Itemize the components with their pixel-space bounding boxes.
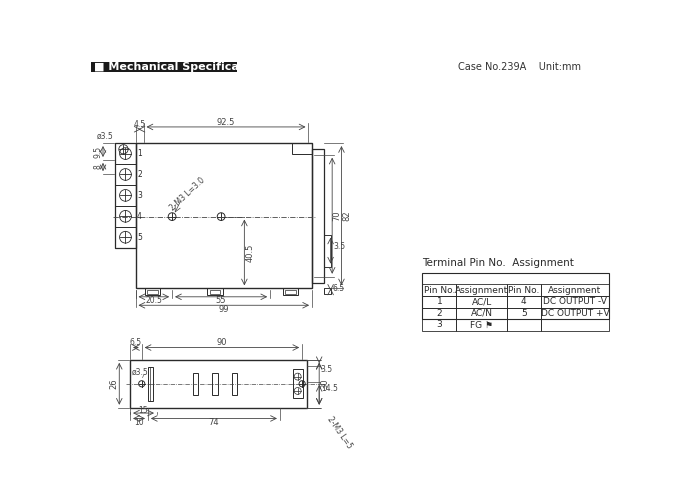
Bar [116, 143, 136, 248]
Bar [207, 288, 223, 295]
Bar [209, 290, 220, 294]
Bar [116, 164, 136, 185]
Bar [507, 319, 541, 331]
Text: 26: 26 [109, 378, 118, 389]
Bar [283, 288, 298, 295]
Bar [232, 373, 237, 395]
Bar [136, 143, 312, 288]
Text: 99: 99 [218, 305, 229, 315]
Text: 14.5: 14.5 [321, 384, 337, 393]
Text: 92.5: 92.5 [217, 118, 235, 127]
Text: 1: 1 [137, 149, 142, 158]
Text: 9.5: 9.5 [94, 146, 103, 158]
Bar [116, 185, 136, 206]
Text: 40.5: 40.5 [246, 243, 255, 261]
Text: 90: 90 [217, 338, 228, 347]
Bar [312, 149, 324, 282]
Bar [507, 308, 541, 319]
Bar [293, 369, 302, 398]
Text: DC OUTPUT +V: DC OUTPUT +V [540, 309, 609, 318]
Bar [116, 227, 136, 248]
Bar [456, 308, 507, 319]
Bar [147, 290, 158, 294]
Text: AC/N: AC/N [470, 309, 493, 318]
Text: 3: 3 [137, 191, 142, 200]
Text: 10: 10 [134, 418, 144, 427]
Text: 4: 4 [137, 212, 142, 221]
Bar [541, 284, 609, 296]
Text: 6.5: 6.5 [130, 338, 142, 347]
Text: Terminal Pin No.  Assignment: Terminal Pin No. Assignment [422, 257, 574, 267]
Text: 2-M3 L=3.0: 2-M3 L=3.0 [168, 176, 206, 213]
Text: Assignment: Assignment [548, 286, 601, 295]
Bar [541, 308, 609, 319]
Text: 74: 74 [209, 418, 219, 427]
Text: 8: 8 [94, 165, 103, 169]
Bar [285, 290, 295, 294]
Text: 5: 5 [137, 233, 142, 242]
Bar [130, 360, 307, 408]
Text: 70: 70 [332, 210, 342, 221]
Bar [324, 235, 330, 266]
Text: AC/L: AC/L [472, 297, 491, 306]
Text: ø3.5: ø3.5 [132, 368, 148, 377]
Text: FG ⚑: FG ⚑ [470, 321, 493, 330]
Text: 2: 2 [137, 170, 142, 179]
Bar [193, 373, 198, 395]
Text: 3.5: 3.5 [333, 242, 345, 251]
Text: 2-M3 L=5: 2-M3 L=5 [326, 415, 354, 451]
Text: ■ Mechanical Specification: ■ Mechanical Specification [94, 62, 263, 72]
Text: DC OUTPUT -V: DC OUTPUT -V [543, 297, 607, 306]
Bar [541, 296, 609, 308]
Text: 15: 15 [139, 406, 148, 415]
Text: 82: 82 [342, 210, 351, 221]
Text: Pin No.: Pin No. [424, 286, 455, 295]
Bar [422, 296, 456, 308]
Text: 3: 3 [437, 321, 442, 330]
Text: ø3.5: ø3.5 [97, 132, 114, 141]
Text: Assignment: Assignment [455, 286, 508, 295]
Text: Pin No.: Pin No. [508, 286, 540, 295]
Bar [292, 143, 312, 154]
Bar [324, 288, 330, 294]
Bar [116, 206, 136, 227]
Text: 20.5: 20.5 [146, 296, 162, 305]
Text: 5: 5 [521, 309, 526, 318]
Bar [422, 308, 456, 319]
Bar [541, 319, 609, 331]
Bar [507, 296, 541, 308]
Text: Case No.239A    Unit:mm: Case No.239A Unit:mm [458, 62, 581, 72]
Text: 55: 55 [216, 296, 226, 305]
Bar [148, 367, 153, 401]
Text: 3.5: 3.5 [321, 365, 333, 374]
Text: 1: 1 [437, 297, 442, 306]
Bar [507, 284, 541, 296]
Bar [116, 143, 136, 164]
Text: 6.5: 6.5 [333, 284, 345, 293]
Text: 2: 2 [437, 309, 442, 318]
Text: 30: 30 [320, 378, 329, 389]
Bar [422, 273, 609, 319]
Bar [145, 288, 160, 295]
Bar [456, 296, 507, 308]
Bar [456, 284, 507, 296]
Bar [422, 284, 456, 296]
Bar [456, 319, 507, 331]
Bar [212, 373, 218, 395]
Bar [92, 62, 237, 72]
Bar [422, 319, 456, 331]
Text: 4: 4 [521, 297, 526, 306]
Text: 4.5: 4.5 [134, 120, 146, 129]
